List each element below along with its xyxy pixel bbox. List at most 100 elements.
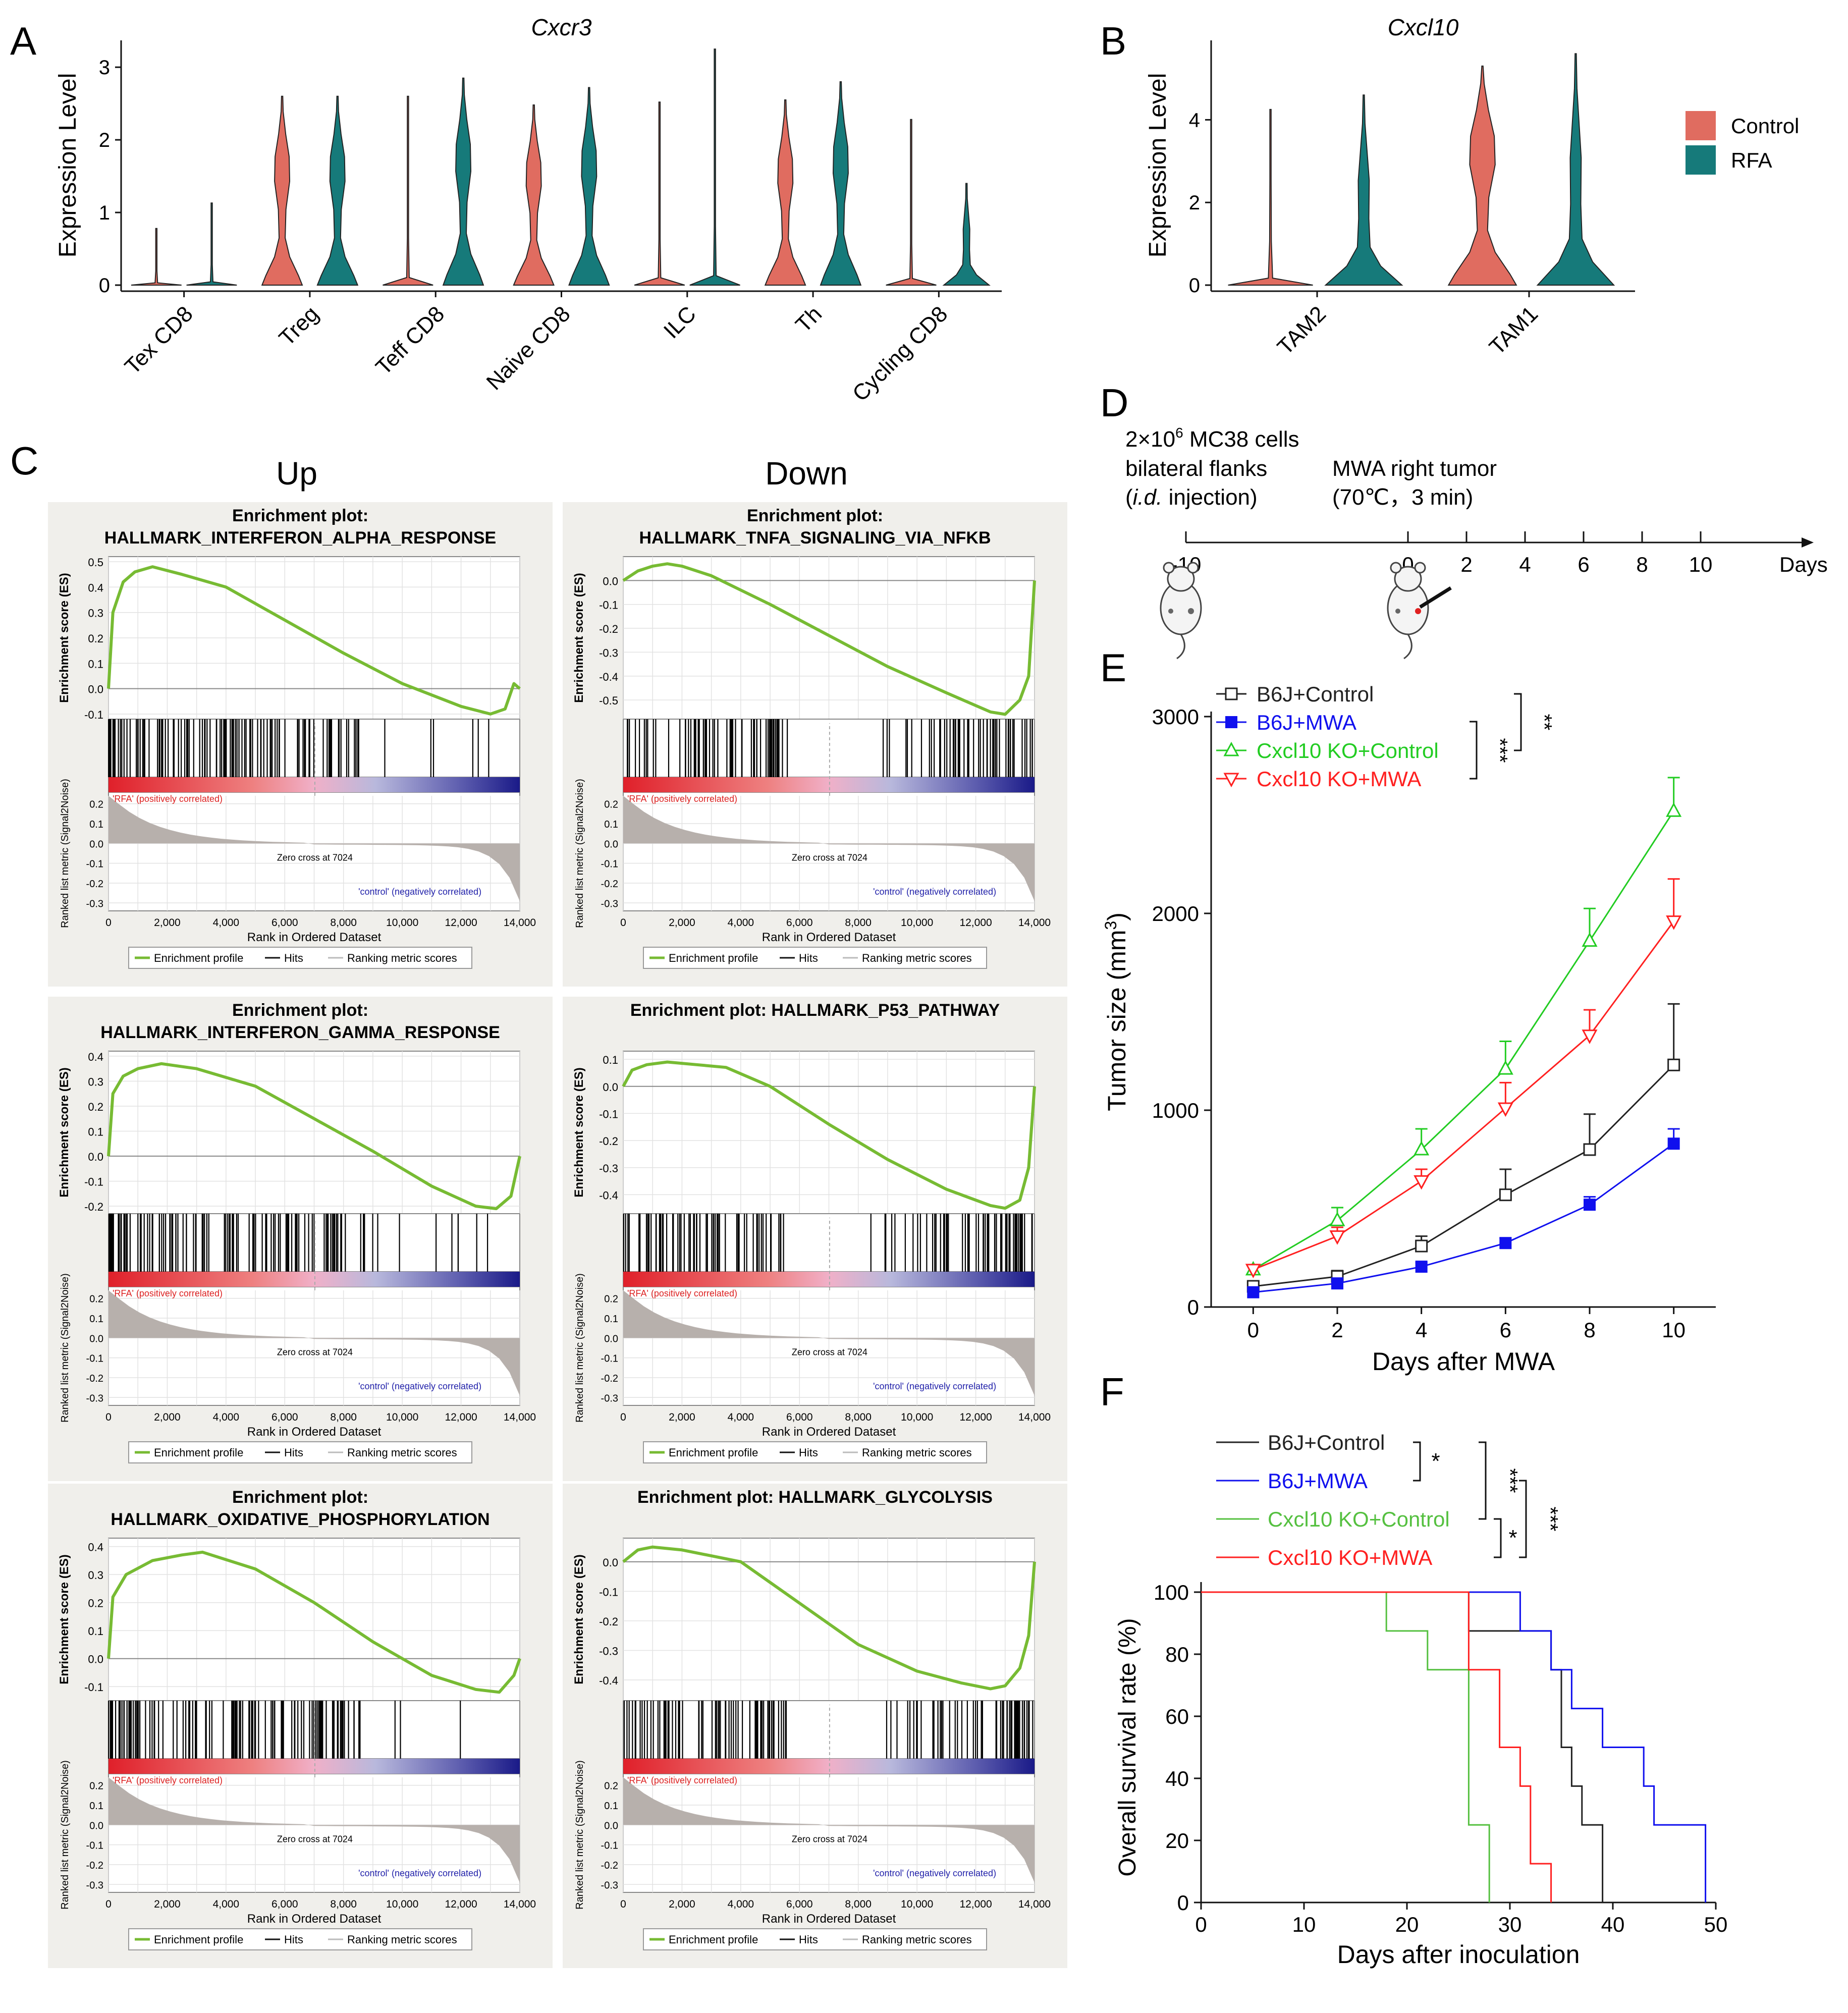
gsea-rank-tick: -0.1 [601,859,618,870]
violin-control [383,95,433,286]
gsea-hits-bars [108,1214,488,1272]
gsea-es-tick: -0.4 [599,1189,618,1202]
gsea-rank-tick: -0.3 [601,898,618,909]
gsea-title: Enrichment plot: HALLMARK_GLYCOLYSIS [637,1488,993,1507]
mouse-tail-icon [1403,634,1412,660]
violin-control [886,119,937,286]
mouse-head-icon [1394,566,1422,592]
series-line [1253,1064,1674,1287]
data-marker [1497,1060,1513,1075]
gsea-xlabel: Rank in Ordered Dataset [247,1912,382,1926]
gsea-legend-label: Hits [284,1446,303,1459]
gsea-es-tick: 0.1 [88,1625,103,1638]
mouse-ear-icon [1414,562,1426,574]
gsea-legend-label: Enrichment profile [154,1933,243,1946]
significance-bracket [1470,721,1478,780]
gsea-x-tick: 14,000 [1018,1898,1051,1910]
timeline-tick-label: 6 [1578,553,1589,576]
timeline-cells-exponent: 6 [1175,425,1183,441]
gsea-x-tick: 12,000 [445,917,477,929]
mouse-ear-icon [1163,562,1175,574]
gsea-x-tick: 6,000 [271,917,298,929]
y-tick-label: 2 [1189,192,1200,214]
y-tick-label: 0 [99,275,110,297]
data-marker [1223,773,1239,788]
gsea-pos-label: 'RFA' (positively correlated) [627,1775,737,1785]
data-marker [1245,1264,1261,1279]
gsea-es-tick: -0.4 [599,1674,618,1687]
gsea-es-tick: 0.3 [88,607,103,620]
gsea-zero-cross-label: Zero cross at 7024 [792,1834,867,1844]
legend-label: Cxcl10 KO+MWA [1268,1546,1432,1569]
gsea-title: Enrichment plot: HALLMARK_P53_PATHWAY [630,1001,1000,1020]
gsea-x-tick: 2,000 [669,1898,695,1910]
y-tick-label: 100 [1154,1581,1189,1604]
significance-bracket [1519,1480,1527,1558]
significance-label: *** [1488,738,1512,763]
gsea-legend-label: Enrichment profile [154,1446,243,1459]
significance-label: *** [1498,1468,1522,1493]
gsea-rank-ylabel: Ranked list metric (Signal2Noise) [574,1760,585,1910]
y-axis-title: Expression Level [1145,73,1171,258]
gsea-legend-box [128,1441,472,1463]
gsea-rank-colorbar [108,1759,520,1774]
data-marker [1666,915,1682,930]
gsea-x-tick: 8,000 [330,917,357,929]
gsea-rank-tick: 0.0 [89,1333,103,1344]
x-axis-title: Days after MWA [1372,1347,1555,1376]
data-marker [1499,1237,1512,1249]
gsea-es-ylabel: Enrichment score (ES) [572,1067,586,1197]
gsea-zero-cross-label: Zero cross at 7024 [792,852,867,862]
y-tick-label: 1000 [1152,1099,1199,1122]
gsea-rank-tick: -0.1 [601,1353,618,1365]
gsea-legend-label: Hits [799,1933,818,1946]
data-marker [1223,741,1239,756]
gsea-neg-label: 'control' (negatively correlated) [873,887,996,897]
y-tick-label: 40 [1165,1767,1189,1790]
gsea-es-tick: 0.0 [603,575,618,587]
gsea-rank-ylabel: Ranked list metric (Signal2Noise) [60,779,71,928]
y-tick-label: 0 [1177,1891,1189,1915]
legend-label: Cxcl10 KO+Control [1268,1507,1450,1531]
violin-rfa [1536,53,1615,286]
gsea-enrichment-curve [622,1060,1036,1210]
gsea-title: Enrichment plot: [232,1488,368,1507]
timeline-axis-label: Days [1779,553,1828,576]
gsea-es-ylabel: Enrichment score (ES) [58,573,71,702]
gsea-rank-tick: 0.1 [89,819,103,830]
gsea-rank-tick: 0.0 [604,839,618,850]
y-tick-label: 4 [1189,109,1200,131]
mouse-ear-icon [1187,562,1199,574]
significance-label: ** [1533,714,1556,731]
legend-label: Control [1731,114,1799,138]
y-axis-title-end: ) [1103,912,1131,921]
gsea-x-tick: 0 [620,1411,626,1423]
data-marker [1247,1286,1260,1298]
gsea-pos-label: 'RFA' (positively correlated) [113,1775,223,1785]
gsea-rank-tick: 0.0 [604,1333,618,1344]
gsea-es-tick: 0.1 [603,1054,618,1066]
violin-rfa [568,87,610,286]
significance-label: * [1431,1449,1440,1474]
gsea-es-tick: 0.5 [88,556,103,569]
gsea-legend-box [643,947,987,969]
data-marker [1497,1102,1513,1117]
gsea-neg-label: 'control' (negatively correlated) [873,1381,996,1391]
panel-letter-a: A [10,19,36,63]
gsea-x-tick: 8,000 [845,917,872,929]
gsea-x-tick: 6,000 [271,1898,298,1910]
gsea-es-tick: -0.3 [599,1645,618,1657]
y-tick-label: 2 [99,129,110,151]
gsea-x-tick: 2,000 [669,1411,695,1423]
gsea-legend-box [643,1928,987,1950]
gsea-x-tick: 0 [105,1898,112,1910]
gsea-rank-tick: 0.2 [604,799,618,810]
gsea-title: Enrichment plot: [232,1001,368,1020]
timeline-injection-rest: injection) [1162,485,1257,510]
gsea-legend-label: Enrichment profile [669,1933,758,1946]
gsea-x-tick: 14,000 [504,917,536,929]
survival-curve [1201,1591,1707,1902]
gsea-rank-ylabel: Ranked list metric (Signal2Noise) [60,1273,71,1423]
significance-bracket [1413,1441,1421,1482]
